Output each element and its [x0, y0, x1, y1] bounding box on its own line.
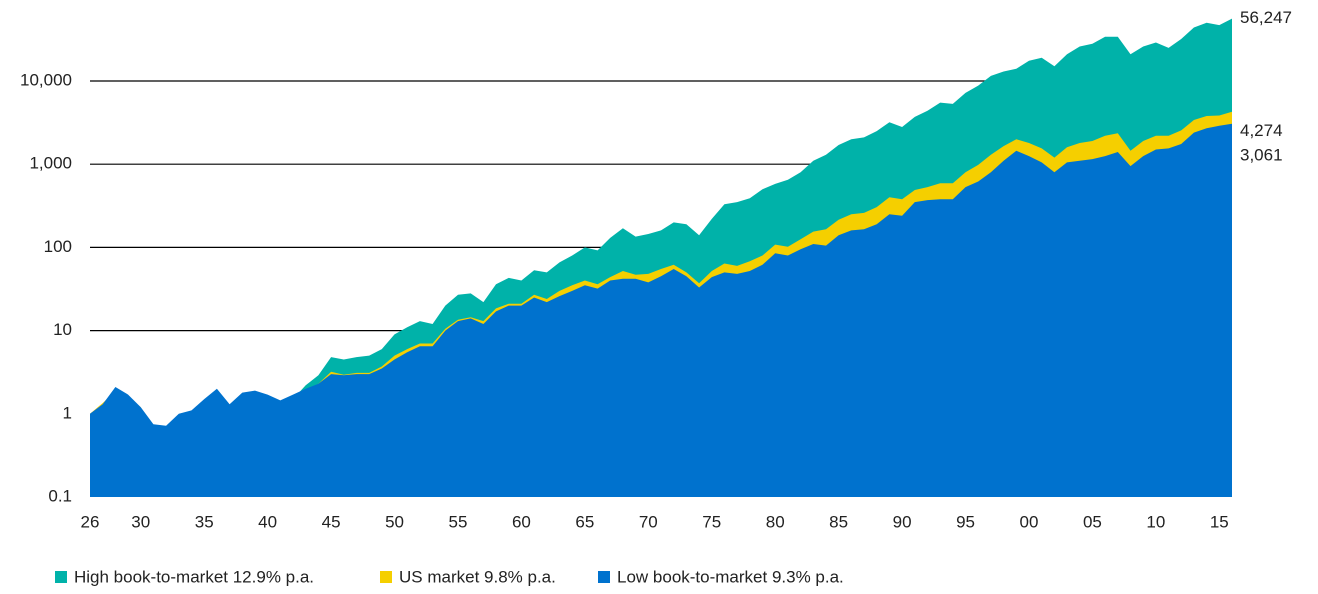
x-tick-label: 50 — [385, 512, 404, 531]
x-tick-label: 40 — [258, 512, 277, 531]
x-tick-label: 90 — [893, 512, 912, 531]
end-label: 3,061 — [1240, 145, 1283, 164]
y-tick-label: 100 — [44, 237, 72, 256]
legend-label: US market 9.8% p.a. — [399, 567, 556, 586]
y-tick-label: 1,000 — [29, 154, 72, 173]
x-tick-label: 05 — [1083, 512, 1102, 531]
x-tick-label: 35 — [195, 512, 214, 531]
x-tick-label: 10 — [1146, 512, 1165, 531]
x-tick-label: 26 — [81, 512, 100, 531]
x-tick-label: 30 — [131, 512, 150, 531]
y-tick-label: 0.1 — [48, 486, 72, 505]
x-tick-label: 95 — [956, 512, 975, 531]
x-tick-label: 65 — [575, 512, 594, 531]
legend-swatch — [55, 571, 67, 583]
x-tick-label: 00 — [1020, 512, 1039, 531]
y-tick-label: 10 — [53, 320, 72, 339]
x-tick-label: 75 — [702, 512, 721, 531]
legend-label: Low book-to-market 9.3% p.a. — [617, 567, 844, 586]
end-label: 56,247 — [1240, 8, 1292, 27]
legend-swatch — [598, 571, 610, 583]
x-tick-label: 15 — [1210, 512, 1229, 531]
x-tick-label: 80 — [766, 512, 785, 531]
y-tick-label: 1 — [63, 403, 72, 422]
legend-label: High book-to-market 12.9% p.a. — [74, 567, 314, 586]
legend-swatch — [380, 571, 392, 583]
x-tick-label: 70 — [639, 512, 658, 531]
x-tick-label: 60 — [512, 512, 531, 531]
area — [90, 123, 1232, 498]
x-tick-label: 45 — [322, 512, 341, 531]
end-label: 4,274 — [1240, 121, 1283, 140]
x-tick-label: 55 — [449, 512, 468, 531]
y-tick-label: 10,000 — [20, 70, 72, 89]
x-tick-label: 85 — [829, 512, 848, 531]
